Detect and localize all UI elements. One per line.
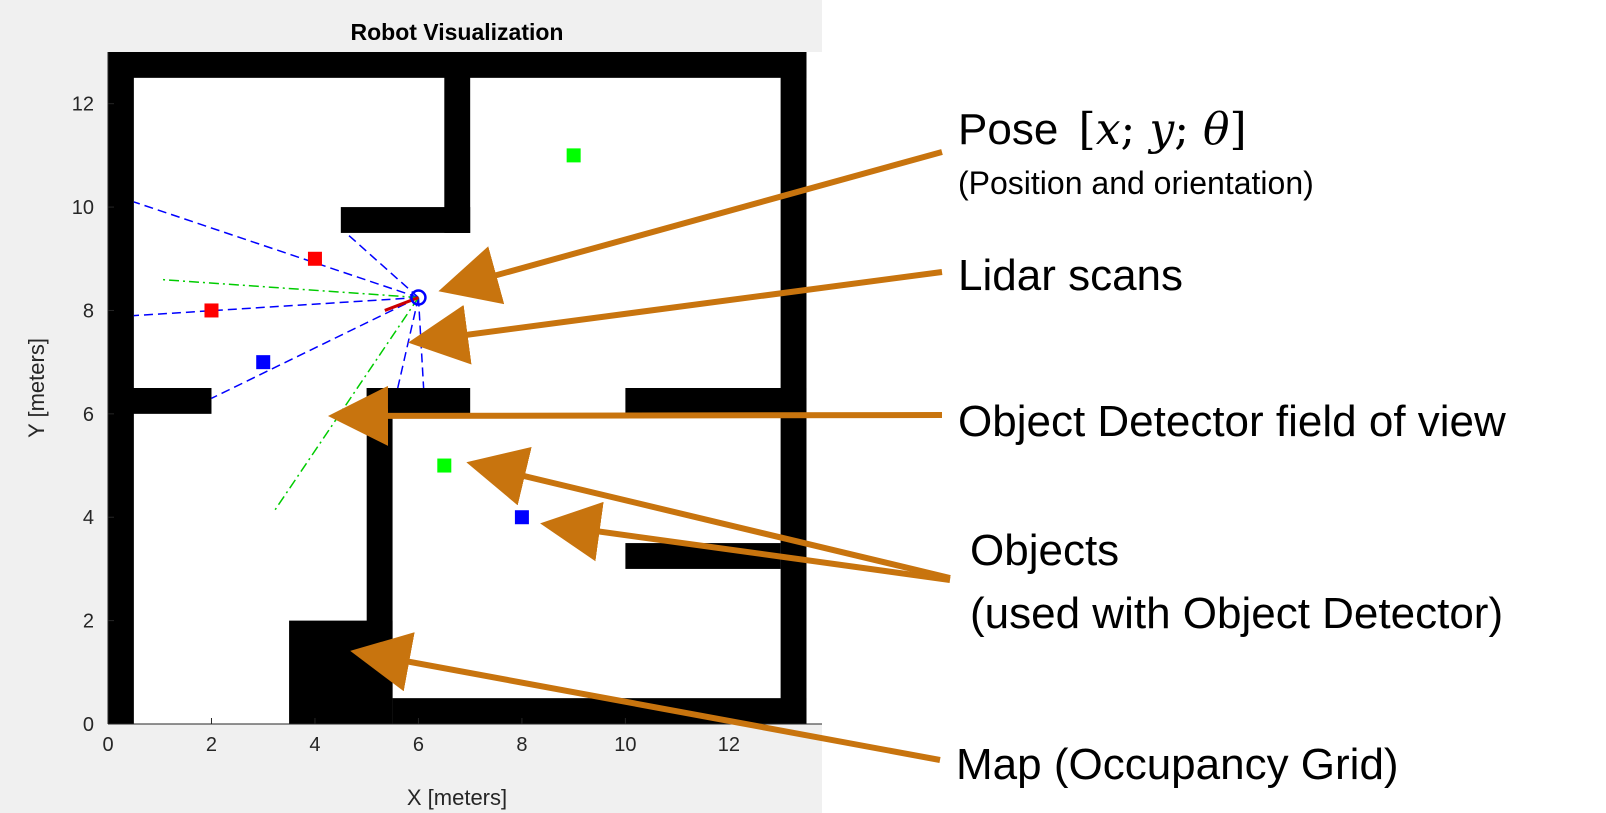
objects-layer xyxy=(204,148,581,525)
object-marker xyxy=(514,510,529,525)
fov-arrow xyxy=(328,385,943,446)
robot-circle xyxy=(410,289,427,306)
object-marker xyxy=(256,355,271,370)
pose-bracket-open: [ xyxy=(1079,104,1096,155)
x-axis-label: X [meters] xyxy=(407,785,507,810)
map-arrow xyxy=(350,632,941,763)
robot-marker xyxy=(384,289,427,312)
x-tick-label: 8 xyxy=(516,734,527,756)
y-axis-label: Y [meters] xyxy=(24,338,49,438)
y-tick-label: 0 xyxy=(83,714,94,736)
pose-bracket-close: ] xyxy=(1230,104,1247,155)
y-tick-label: 4 xyxy=(83,507,94,529)
x-tick-label: 10 xyxy=(614,734,636,756)
pose-math-sep1: ; xyxy=(1121,104,1150,155)
fov-boundary-line xyxy=(159,278,419,299)
lidar-scan-line xyxy=(133,296,419,317)
axes-frame: 0 2 4 6 8 10 12 0 2 4 6 8 10 12 xyxy=(72,52,822,756)
pose-math-x: x xyxy=(1096,104,1121,155)
y-tick-label: 8 xyxy=(83,300,94,322)
lidar-annotation: Lidar scans xyxy=(958,251,1183,300)
x-tick-label: 4 xyxy=(309,734,320,756)
lidar-scan-line xyxy=(133,201,419,299)
map-wall xyxy=(625,388,807,414)
object-marker xyxy=(307,251,322,266)
plot-title: Robot Visualization xyxy=(351,19,564,45)
map-wall xyxy=(108,388,212,414)
pose-math-y: y xyxy=(1147,104,1175,155)
object-marker xyxy=(566,148,581,163)
map-wall xyxy=(392,698,807,724)
lidar-scan-line xyxy=(345,232,419,299)
pose-arrow xyxy=(438,149,943,305)
x-tick-label: 0 xyxy=(102,734,113,756)
pose-math-theta: θ xyxy=(1203,104,1230,155)
y-tick-label: 2 xyxy=(83,611,94,633)
y-tick-label: 6 xyxy=(83,404,94,426)
objects-arrow-blue xyxy=(540,501,951,583)
map-wall xyxy=(444,52,471,233)
objects-sublabel: (used with Object Detector) xyxy=(970,589,1503,638)
x-tick-label: 12 xyxy=(718,734,740,756)
object-marker xyxy=(204,303,219,318)
map-annotation: Map (Occupancy Grid) xyxy=(956,740,1399,789)
annotation-arrows xyxy=(328,149,951,763)
pose-annotation: Pose [x; y; θ] xyxy=(958,104,1247,155)
map-wall xyxy=(366,388,393,724)
map-wall xyxy=(366,388,471,414)
objects-annotation: Objects xyxy=(970,526,1119,575)
map-wall xyxy=(340,207,471,233)
x-tick-label: 2 xyxy=(206,734,217,756)
fov-annotation: Object Detector field of view xyxy=(958,397,1506,446)
lidar-scan-line xyxy=(211,296,419,400)
y-tick-label: 12 xyxy=(72,94,94,116)
lidar-arrow xyxy=(408,269,943,365)
pose-sublabel: (Position and orientation) xyxy=(958,165,1314,201)
x-tick-label: 6 xyxy=(413,734,424,756)
objects-arrow-green xyxy=(466,447,951,581)
pose-math-sep2: ; xyxy=(1174,104,1203,155)
object-marker xyxy=(437,458,452,473)
y-tick-label: 10 xyxy=(72,197,94,219)
pose-label: Pose xyxy=(958,105,1058,154)
